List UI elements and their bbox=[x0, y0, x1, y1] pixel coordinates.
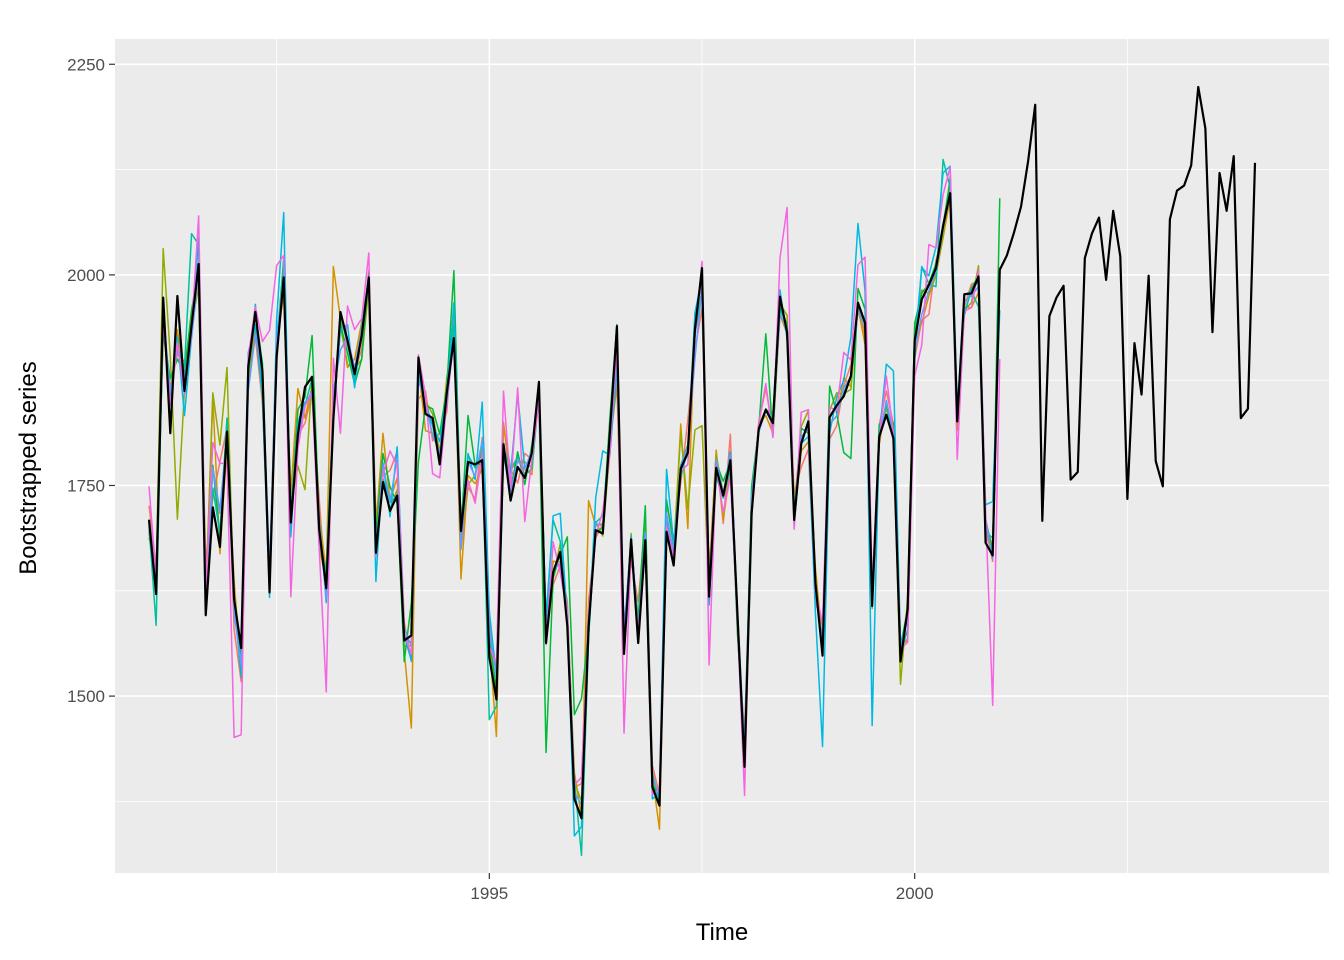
axes-layer: 1995 2000 1500 1750 2000 2250 bbox=[67, 55, 933, 903]
y-tick-label: 2000 bbox=[67, 266, 105, 285]
minor-gridlines bbox=[115, 39, 1329, 873]
y-tick-label: 2250 bbox=[67, 55, 105, 74]
x-tick-label: 1995 bbox=[470, 884, 508, 903]
x-axis-title: Time bbox=[696, 919, 748, 946]
y-tick-label: 1500 bbox=[67, 687, 105, 706]
x-tick-label: 2000 bbox=[896, 884, 934, 903]
series-layer bbox=[147, 85, 1257, 857]
y-tick-label: 1750 bbox=[67, 476, 105, 495]
series-line-boot-blue bbox=[148, 165, 1001, 837]
y-axis-title: Bootstrapped series bbox=[15, 361, 42, 574]
series-line-original bbox=[147, 85, 1257, 820]
